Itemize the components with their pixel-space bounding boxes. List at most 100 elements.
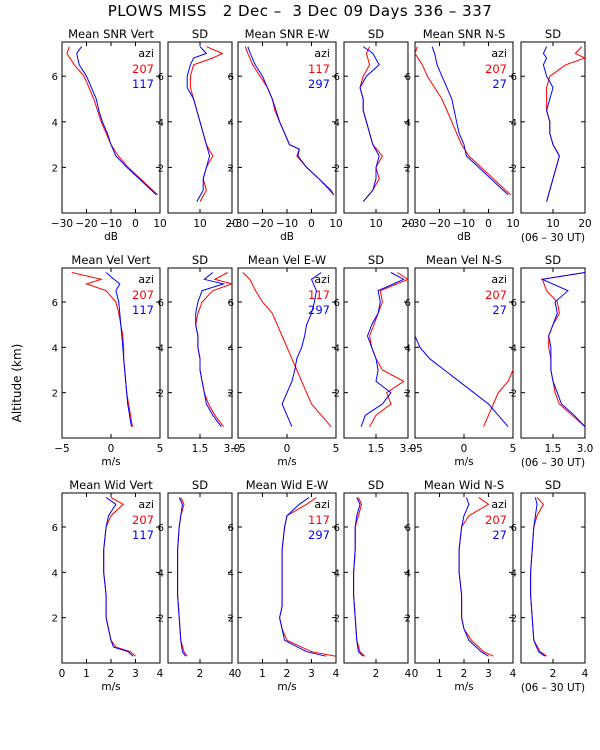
x-tick-label: 2 [108,668,115,680]
y-tick-label: 2 [228,163,234,174]
panel-title: SD [545,27,561,41]
series-line-27 [458,497,489,657]
x-tick-label: 4 [333,668,340,680]
series-line-27 [540,272,585,428]
y-tick-label: 4 [52,568,58,579]
panel-frame [520,267,586,439]
x-tick-label: 1.5 [368,443,385,455]
x-tick-label: 10 [369,218,382,230]
panel-vel-5: SD 2 4 6 1.5 3.0 (06 – 30 UT) [511,253,594,469]
x-tick-label: −20 [428,218,450,230]
legend-entry: 27 [492,77,507,91]
x-tick-label: 0 [132,218,139,230]
x-tick-label: 2 [461,668,468,680]
legend-azi-label: azi [314,47,330,60]
legend-azi-label: azi [491,47,507,60]
series-line-207 [415,46,511,196]
panel-title: SD [368,253,384,267]
y-tick-label: 2 [334,389,340,400]
panel-frame [167,41,233,214]
y-tick-label: 4 [158,343,164,354]
x-axis-label: dB [104,231,118,243]
x-tick-label: −30 [227,218,249,230]
legend-entry: 207 [485,513,507,527]
legend-entry: 297 [308,77,330,91]
y-tick-label: 4 [158,568,164,579]
x-tick-label: 20 [401,218,414,230]
panel-title: Mean Wid Vert [69,478,153,492]
x-tick-label: 0 [412,668,419,680]
x-tick-label: 10 [546,218,559,230]
x-tick-label: 0 [108,443,115,455]
x-tick-label: 10 [506,218,519,230]
y-tick-label: 2 [228,389,234,400]
y-tick-label: 2 [52,163,58,174]
panel-title: SD [192,253,208,267]
panel-wid-5: SD 2 4 6 2 4 (06 – 30 UT) [511,478,589,694]
y-tick-label: 6 [52,72,58,83]
y-tick-label: 2 [158,614,164,625]
y-tick-label: 6 [158,523,164,534]
x-tick-label: 3.0 [577,443,594,455]
x-tick-label: 2 [284,668,291,680]
legend-azi-label: azi [314,273,330,286]
y-tick-label: 4 [52,343,58,354]
y-tick-label: 4 [158,118,164,129]
x-tick-label: 1 [436,668,443,680]
x-tick-label: 5 [333,443,340,455]
x-tick-label: −10 [100,218,122,230]
panel-vel-1: SD 2 4 6 1.5 3.0 [158,253,241,455]
legend-entry: 207 [485,288,507,302]
x-tick-label: 1.5 [192,443,209,455]
y-tick-label: 6 [334,72,340,83]
y-tick-label: 4 [405,118,411,129]
legend-entry: 117 [132,77,154,91]
legend-entry: 207 [132,513,154,527]
x-tick-label: 1 [83,668,90,680]
panel-title: Mean SNR E-W [245,27,330,41]
legend-entry: 27 [492,528,507,542]
x-tick-label: −5 [407,443,422,455]
series-line-117 [359,46,384,202]
series-line-27 [431,46,509,196]
y-tick-label: 4 [228,343,234,354]
x-tick-label: −5 [54,443,69,455]
series-line-117 [103,497,134,657]
y-tick-label: 2 [405,163,411,174]
x-tick-label: 4 [157,668,164,680]
legend-azi-label: azi [491,273,507,286]
y-tick-label: 4 [405,568,411,579]
panel-snr-3: SD 2 4 6 10 20 [334,27,415,230]
time-range-note: (06 – 30 UT) [521,682,585,694]
legend-azi-label: azi [314,498,330,511]
series-line-27 [415,335,509,428]
series-line-117 [195,272,226,427]
series-line-27 [530,497,546,657]
x-tick-label: −30 [51,218,73,230]
panel-snr-5: SD 2 4 6 10 20 (06 – 30 UT) [511,27,592,244]
y-tick-label: 2 [511,389,517,400]
panel-snr-1: SD 2 4 6 10 20 [158,27,239,230]
x-tick-label: 3 [485,668,492,680]
y-tick-label: 6 [228,298,234,309]
x-tick-label: −20 [75,218,97,230]
x-tick-label: 0 [485,218,492,230]
series-line-117 [177,497,187,657]
y-tick-label: 2 [228,614,234,625]
y-tick-label: 6 [511,523,517,534]
y-tick-label: 6 [405,523,411,534]
x-tick-label: 0 [59,668,66,680]
legend-azi-label: azi [491,498,507,511]
y-tick-label: 6 [334,298,340,309]
x-tick-label: −5 [230,443,245,455]
series-line-27 [542,46,560,202]
y-tick-label: 6 [158,298,164,309]
series-line-207 [546,46,585,202]
series-line-207 [189,46,224,202]
panel-wid-1: SD 2 4 6 2 4 [158,478,236,680]
panel-title: Mean Vel N-S [426,253,502,267]
